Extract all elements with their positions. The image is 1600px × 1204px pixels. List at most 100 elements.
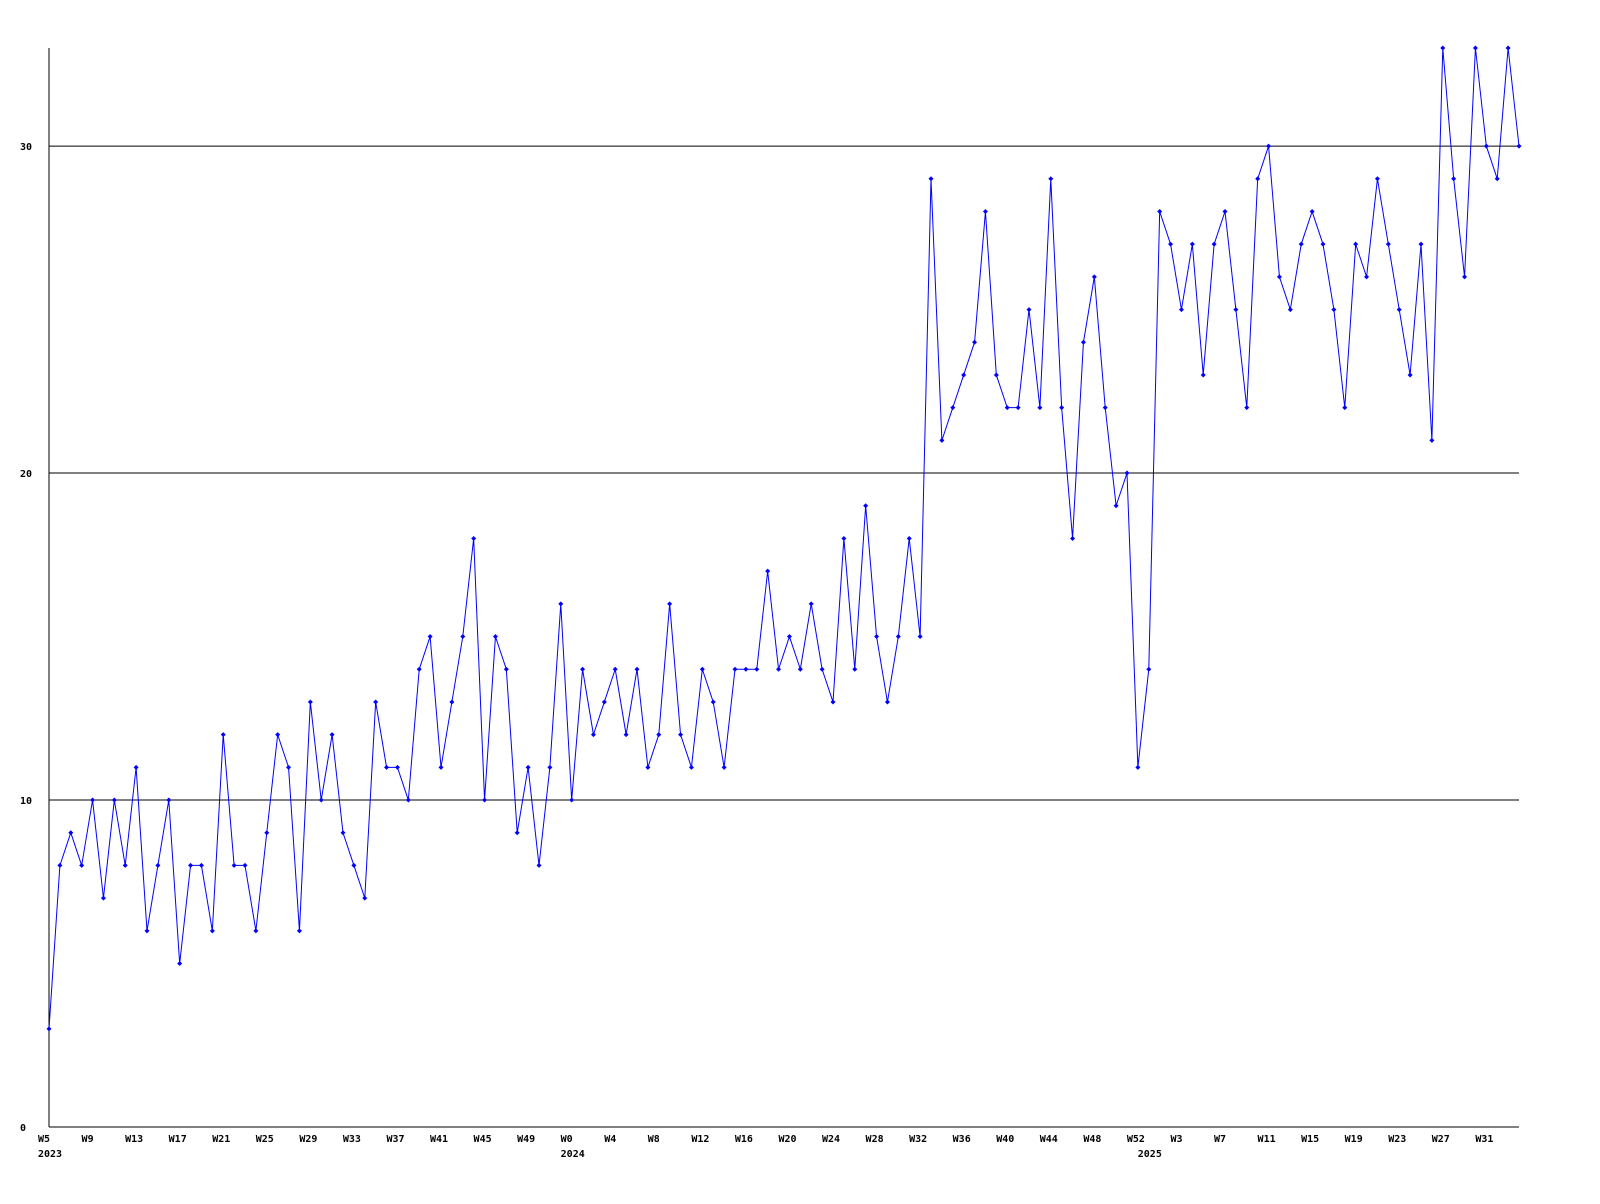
x-tick-label: W7 <box>1214 1134 1226 1145</box>
x-tick-label: W41 <box>430 1134 448 1145</box>
data-point <box>1396 307 1402 313</box>
data-point <box>220 732 226 738</box>
data-point <box>253 928 259 934</box>
data-point <box>405 797 411 803</box>
data-point <box>547 764 553 770</box>
data-point <box>329 732 335 738</box>
data-point <box>1091 274 1097 280</box>
data-point <box>961 372 967 378</box>
data-point <box>79 862 85 868</box>
x-year-label: 2025 <box>1138 1149 1162 1160</box>
data-point <box>1059 405 1065 411</box>
data-point <box>242 862 248 868</box>
data-point <box>362 895 368 901</box>
data-point <box>1037 405 1043 411</box>
data-point <box>874 634 880 640</box>
x-tick-label: W40 <box>996 1134 1014 1145</box>
data-point <box>68 830 74 836</box>
x-tick-label: W11 <box>1258 1134 1276 1145</box>
data-point <box>1331 307 1337 313</box>
data-point <box>917 634 923 640</box>
data-point <box>623 732 629 738</box>
y-tick-label: 10 <box>20 796 32 807</box>
data-point <box>1102 405 1108 411</box>
data-point <box>460 634 466 640</box>
data-point <box>1004 405 1010 411</box>
x-tick-label: W25 <box>256 1134 274 1145</box>
data-point <box>1494 176 1500 182</box>
data-point <box>1015 405 1021 411</box>
data-point <box>275 732 281 738</box>
data-point <box>394 764 400 770</box>
data-point <box>906 535 912 541</box>
x-tick-label: W52 <box>1127 1134 1145 1145</box>
data-point <box>645 764 651 770</box>
data-point <box>1189 241 1195 247</box>
x-tick-label: W20 <box>778 1134 796 1145</box>
data-point <box>743 666 749 672</box>
data-point <box>503 666 509 672</box>
y-tick-label: 30 <box>20 142 32 153</box>
x-tick-label: W17 <box>169 1134 187 1145</box>
data-point <box>884 699 890 705</box>
data-point <box>1440 45 1446 51</box>
data-point <box>841 535 847 541</box>
x-tick-label: W27 <box>1432 1134 1450 1145</box>
x-tick-label: W4 <box>604 1134 616 1145</box>
data-point <box>634 666 640 672</box>
data-point <box>928 176 934 182</box>
data-point <box>1320 241 1326 247</box>
data-point <box>482 797 488 803</box>
data-point <box>1353 241 1359 247</box>
data-point <box>57 862 63 868</box>
data-point <box>373 699 379 705</box>
data-point <box>1113 503 1119 509</box>
data-point <box>580 666 586 672</box>
x-tick-label: W3 <box>1170 1134 1182 1145</box>
data-point <box>982 208 988 214</box>
data-point <box>1233 307 1239 313</box>
data-point <box>1080 339 1086 345</box>
data-point <box>939 437 945 443</box>
data-point <box>569 797 575 803</box>
data-point <box>525 764 531 770</box>
data-point <box>972 339 978 345</box>
data-point <box>122 862 128 868</box>
data-point <box>1483 143 1489 149</box>
x-tick-label: W44 <box>1040 1134 1058 1145</box>
data-point <box>1211 241 1217 247</box>
data-point <box>449 699 455 705</box>
data-point <box>1276 274 1282 280</box>
x-tick-label: W28 <box>866 1134 884 1145</box>
data-point <box>514 830 520 836</box>
data-point <box>678 732 684 738</box>
data-point <box>144 928 150 934</box>
data-point <box>1135 764 1141 770</box>
data-point <box>895 634 901 640</box>
data-point <box>188 862 194 868</box>
data-point <box>296 928 302 934</box>
data-point <box>1429 437 1435 443</box>
data-point <box>351 862 357 868</box>
data-point <box>1462 274 1468 280</box>
data-point <box>1146 666 1152 672</box>
x-tick-label: W8 <box>648 1134 660 1145</box>
data-point <box>155 862 161 868</box>
data-point <box>111 797 117 803</box>
data-point <box>1309 208 1315 214</box>
data-point <box>46 1026 52 1032</box>
data-point <box>492 634 498 640</box>
data-point <box>133 764 139 770</box>
data-point <box>776 666 782 672</box>
data-point <box>166 797 172 803</box>
data-point <box>1124 470 1130 476</box>
data-point <box>471 535 477 541</box>
x-tick-label: W49 <box>517 1134 535 1145</box>
data-point <box>1516 143 1522 149</box>
data-point <box>177 961 183 967</box>
x-tick-label: W12 <box>691 1134 709 1145</box>
data-point <box>1026 307 1032 313</box>
data-point <box>1266 143 1272 149</box>
